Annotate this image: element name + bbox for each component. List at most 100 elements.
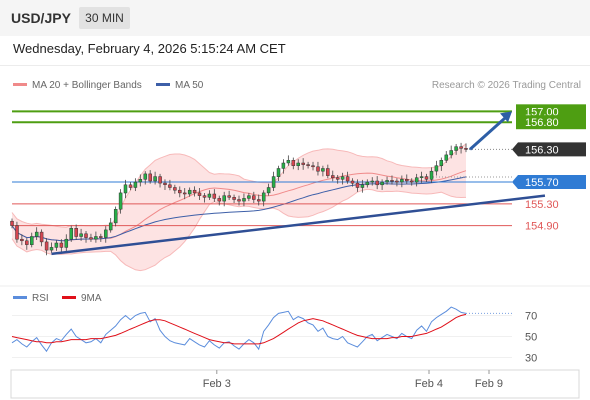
candle-bear: [10, 220, 14, 226]
candle-bull: [69, 228, 73, 240]
candle-bear: [197, 192, 202, 196]
candle-bear: [158, 176, 162, 184]
candle-bear: [326, 168, 330, 176]
target-label: 156.80: [525, 117, 559, 129]
candle-bull: [321, 168, 325, 172]
candle-bull: [380, 181, 384, 186]
candle-bear: [459, 146, 463, 149]
candle-bull: [266, 187, 271, 194]
candle-bear: [212, 193, 217, 199]
bollinger-band-fill: [12, 144, 466, 271]
candle-bull: [370, 180, 375, 183]
symbol-title: USD/JPY: [11, 10, 71, 26]
candle-bear: [148, 173, 152, 182]
candle-bull: [207, 193, 212, 198]
candle-bear: [390, 180, 394, 182]
datetime-label: Wednesday, February 4, 2026 5:15:24 AM C…: [13, 41, 286, 56]
candle-bull: [30, 236, 34, 245]
x-tick-label: Feb 9: [475, 378, 503, 390]
candle-bear: [331, 175, 335, 178]
rsi-swatch: [13, 295, 27, 299]
x-axis-frame: [10, 369, 580, 399]
candle-bear: [252, 195, 256, 200]
candle-bear: [168, 184, 172, 188]
candle-bull: [296, 162, 300, 166]
legend-rsi: RSI: [13, 293, 49, 304]
legend-rsi-ma: 9MA: [62, 293, 102, 304]
ma50-line: [11, 176, 467, 242]
rsi-tick-label: 50: [525, 332, 537, 344]
candle-bear: [182, 192, 187, 195]
candle-bull: [54, 242, 59, 248]
candle-bear: [395, 180, 399, 183]
legend-rsi-label: RSI: [32, 293, 49, 304]
candle-bull: [429, 170, 434, 180]
rsi-tick-label: 30: [525, 353, 537, 365]
candle-bull: [385, 180, 389, 183]
rsi-ma-swatch: [62, 295, 76, 299]
forecast-arrow-head: [500, 111, 512, 123]
candle-bear: [232, 197, 236, 200]
candle-bear: [74, 228, 78, 237]
candle-bull: [454, 146, 458, 151]
candle-bull: [143, 173, 148, 180]
ma20-swatch: [13, 82, 27, 86]
candle-bull: [261, 192, 266, 202]
candle-bear: [15, 225, 19, 240]
legend-ma50: MA 50: [156, 80, 203, 91]
rsi-tick-label: 70: [525, 311, 537, 323]
legend-ma20-label: MA 20 + Bollinger Bands: [32, 80, 142, 91]
current-price-box: [512, 142, 586, 157]
candle-bull: [187, 189, 192, 195]
candle-bear: [316, 166, 320, 172]
x-tick-label: Feb 3: [203, 378, 231, 390]
candle-bear: [405, 179, 409, 182]
candle-bull: [271, 176, 276, 188]
current-price-label: 156.30: [525, 144, 559, 156]
candle-bull: [434, 165, 439, 172]
candle-bull: [444, 154, 449, 161]
candle-bear: [355, 182, 360, 188]
legend-ma20: MA 20 + Bollinger Bands: [13, 80, 142, 91]
candle-bull: [400, 179, 404, 183]
candle-bear: [301, 162, 305, 165]
timeframe-button[interactable]: 30 MIN: [79, 7, 130, 29]
candle-bear: [173, 187, 177, 191]
candle-bear: [99, 236, 103, 238]
candle-bull: [113, 209, 118, 224]
candle-bull: [79, 233, 83, 237]
candle-bear: [202, 195, 207, 198]
candle-bull: [242, 198, 246, 202]
candle-bear: [84, 233, 88, 238]
candle-bear: [237, 199, 241, 202]
candle-bull: [365, 181, 370, 186]
candle-bull: [276, 168, 281, 177]
candle-bear: [424, 176, 429, 180]
candle-bull: [340, 176, 345, 180]
bollinger-lower-line: [11, 188, 467, 272]
support-label: 154.90: [525, 221, 559, 233]
divider: [0, 65, 590, 66]
support-label: 155.30: [525, 199, 559, 211]
candle-bull: [133, 181, 138, 188]
candle-bear: [39, 231, 44, 243]
source-credit: Research © 2026 Trading Central: [431, 80, 581, 91]
candle-bull: [108, 222, 113, 231]
candle-bull: [419, 176, 424, 178]
candle-bull: [222, 195, 226, 202]
candle-bear: [345, 176, 350, 182]
candle-bear: [311, 165, 315, 168]
candle-bull: [49, 247, 54, 251]
candle-bear: [163, 182, 167, 185]
candle-bull: [123, 184, 128, 194]
forecast-arrow-shaft: [468, 114, 510, 151]
ma50-swatch: [156, 82, 170, 86]
candle-bear: [20, 238, 24, 242]
candle-bear: [217, 198, 222, 202]
candle-bull: [247, 195, 251, 199]
candle-bear: [464, 148, 468, 150]
candle-bull: [439, 160, 444, 166]
candle-bull: [94, 236, 98, 240]
candle-bull: [118, 192, 123, 210]
